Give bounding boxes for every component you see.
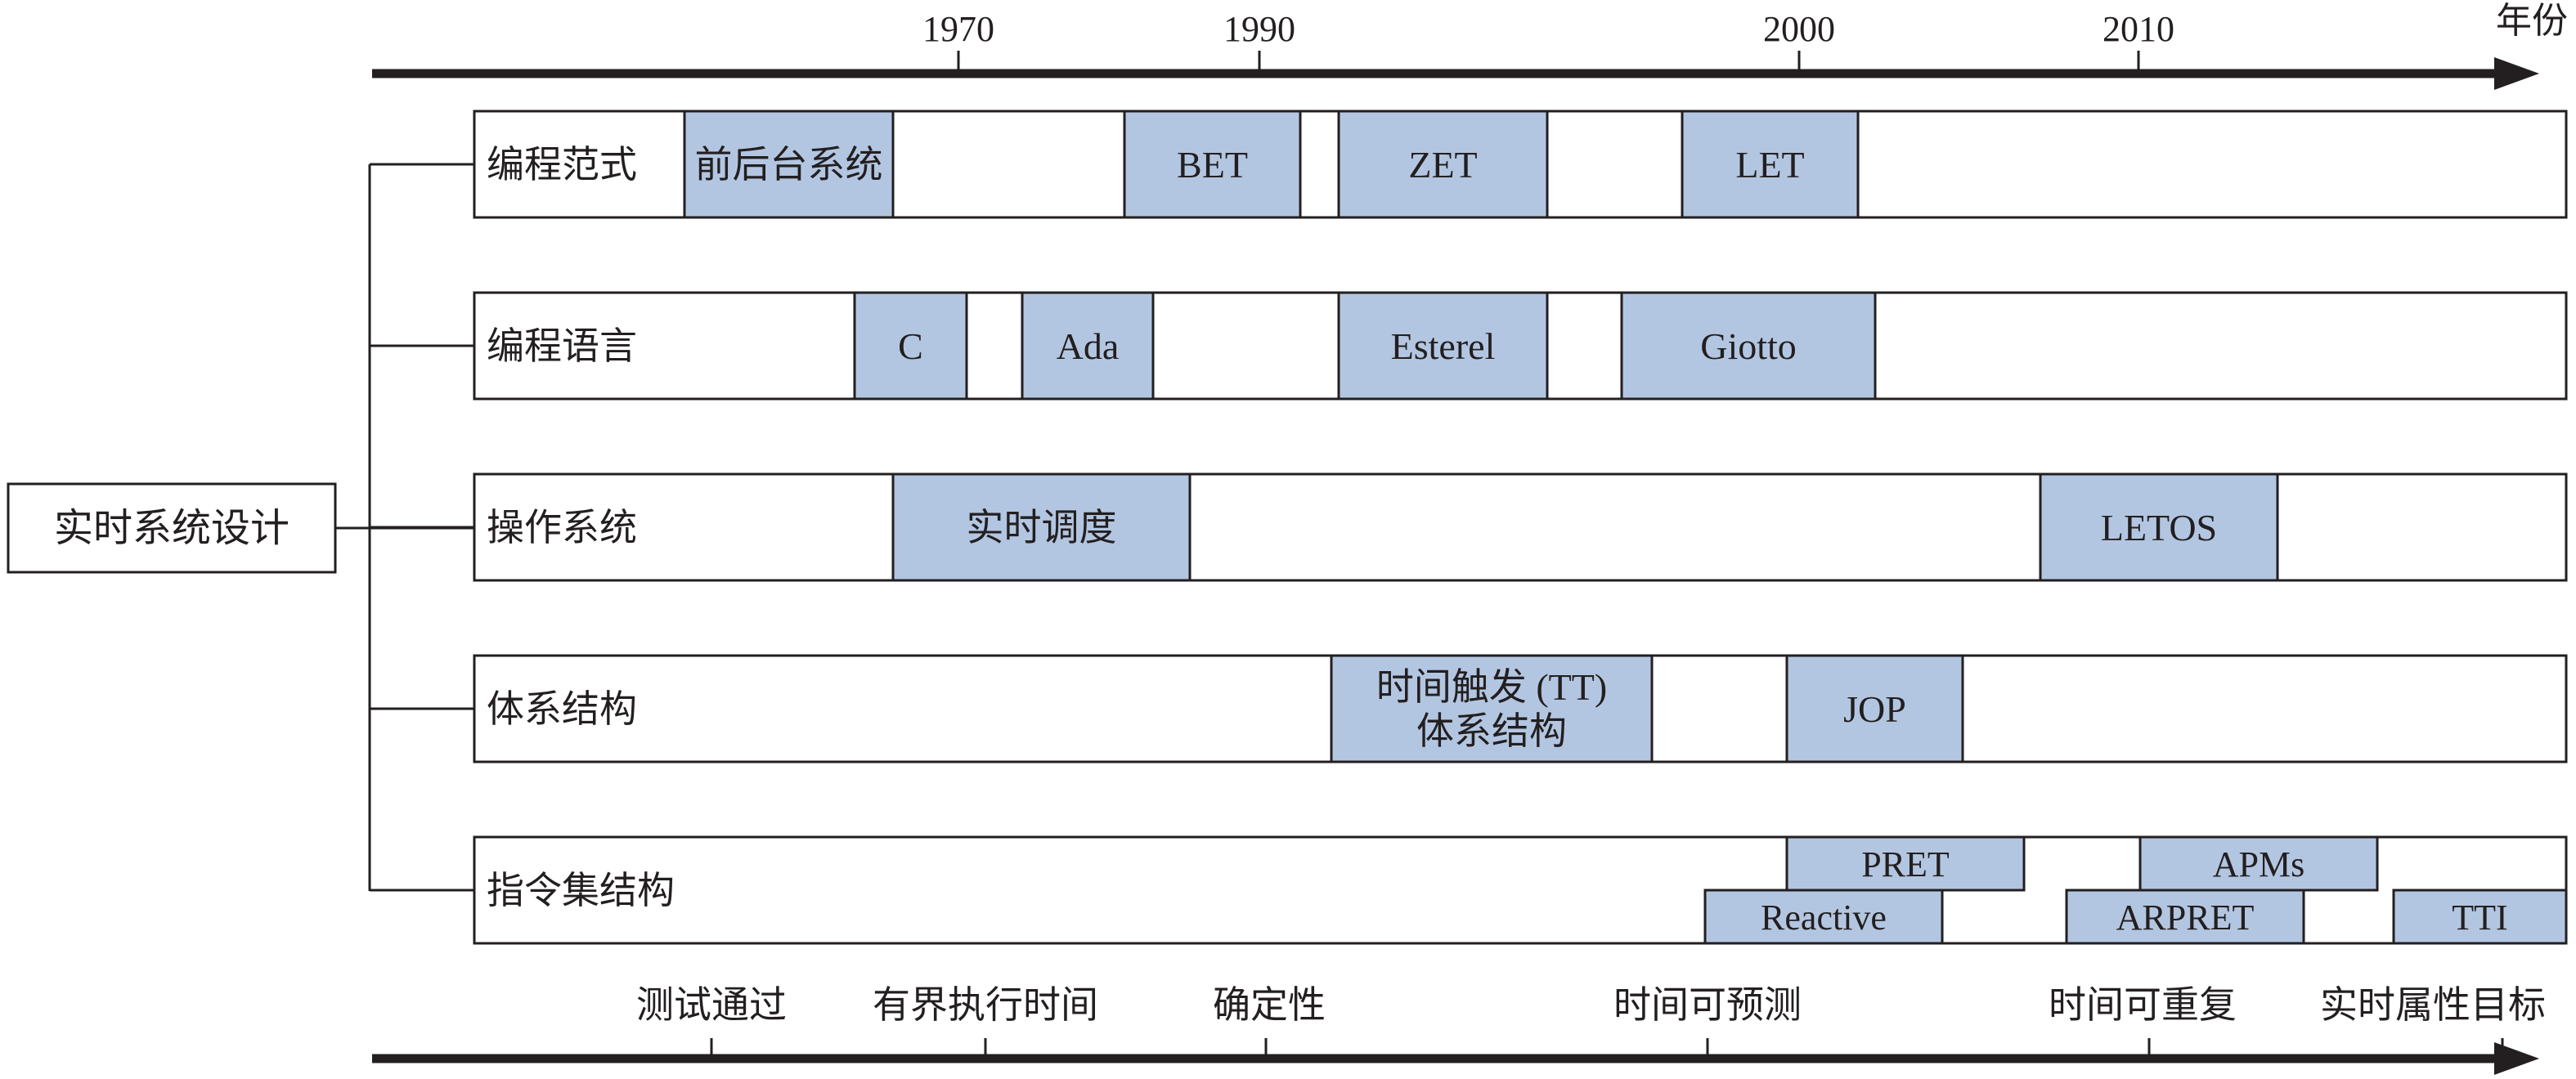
root-node-box [7, 482, 337, 574]
block-esterel: Esterel [1337, 291, 1549, 401]
year-axis-arrowhead [2494, 57, 2539, 90]
block-reactive: Reactive [1703, 889, 1944, 945]
tree-branches [370, 163, 474, 892]
year-tick-label: 1990 [1223, 9, 1295, 49]
goal-milestone-label: 时间可预测 [1613, 984, 1802, 1026]
goal-axis: 测试通过 有界执行时间 确定性 时间可预测 时间可重复 实时属性目标 [372, 984, 2546, 1075]
technology-block-box [891, 472, 1192, 582]
technology-block-label: BET [1177, 144, 1248, 186]
goal-ticks: 测试通过 有界执行时间 确定性 时间可预测 时间可重复 实时属性目标 [636, 984, 2546, 1059]
block-let: LET [1681, 110, 1860, 219]
year-axis: 年份 1970 1990 2000 2010 [372, 1, 2568, 90]
category-label: 指令集结构 [487, 870, 675, 911]
technology-block-label: ARPRET [2116, 898, 2255, 938]
category-label: 编程语言 [487, 325, 637, 367]
technology-block-label: Ada [1057, 325, 1120, 367]
technology-block-label: APMs [2213, 844, 2305, 884]
category-row-3: 操作系统 实时调度 LETOS [473, 472, 2568, 582]
category-label: 操作系统 [487, 507, 637, 548]
category-rows: 编程范式 前后台系统 BET ZET LET 编程语言 C Ada Esterel Giotto 操… [473, 110, 2568, 945]
technology-block-label: JOP [1843, 688, 1906, 730]
technology-block-box [2392, 889, 2568, 945]
category-label: 编程范式 [487, 144, 637, 186]
block-bet: BET [1123, 110, 1302, 219]
category-row-2: 编程语言 C Ada Esterel Giotto [473, 291, 2568, 401]
technology-block-box [853, 291, 968, 401]
technology-block-box [2065, 889, 2305, 945]
block-apms: APMs [2138, 835, 2379, 892]
technology-block-label: Giotto [1700, 325, 1797, 367]
year-ticks: 1970 1990 2000 2010 [922, 9, 2174, 74]
category-row-5: 指令集结构 PRET Reactive APMs ARPRET TTI [473, 835, 2568, 945]
category-row-1: 编程范式 前后台系统 BET ZET LET [473, 110, 2568, 219]
block-giotto: Giotto [1620, 291, 1877, 401]
block-jop: JOP [1785, 654, 1964, 763]
technology-block-box [2039, 472, 2279, 582]
technology-block-box [1703, 889, 1944, 945]
technology-block-box [1123, 110, 1302, 219]
technology-block-label: C [898, 325, 923, 367]
technology-block-box [1620, 291, 1877, 401]
block-c: C [853, 291, 968, 401]
year-tick-label: 2010 [2103, 9, 2174, 49]
goal-milestone-label: 实时属性目标 [2320, 984, 2546, 1026]
technology-block-label: Esterel [1391, 325, 1496, 367]
block-letos: LETOS [2039, 472, 2279, 582]
technology-block-label: LET [1735, 144, 1804, 186]
block-实时调度: 实时调度 [891, 472, 1192, 582]
technology-block-label: 时间触发 (TT) [1376, 666, 1607, 708]
goal-axis-arrowhead [2494, 1042, 2539, 1075]
technology-block-box [1681, 110, 1860, 219]
technology-block-label: 前后台系统 [695, 144, 883, 186]
block-zet: ZET [1337, 110, 1549, 219]
technology-block-box [1021, 291, 1155, 401]
block-ada: Ada [1021, 291, 1155, 401]
year-axis-unit-label: 年份 [2496, 1, 2568, 41]
goal-milestone-label: 确定性 [1213, 984, 1326, 1026]
root-node-label: 实时系统设计 [54, 507, 289, 550]
goal-milestone-label: 有界执行时间 [873, 984, 1098, 1026]
technology-block-label: TTI [2452, 898, 2507, 938]
technology-block-box [1337, 110, 1549, 219]
technology-block-box [1330, 654, 1654, 763]
year-tick-label: 1970 [922, 9, 994, 49]
technology-block-box [1785, 654, 1964, 763]
category-tree: 实时系统设计 [7, 163, 474, 892]
goal-milestone-label: 测试通过 [636, 984, 787, 1026]
year-tick-label: 2000 [1763, 9, 1835, 49]
technology-block-label: Reactive [1761, 898, 1887, 938]
block-前后台系统: 前后台系统 [683, 110, 895, 219]
technology-block-label: 体系结构 [1416, 710, 1567, 752]
technology-block-box [683, 110, 895, 219]
technology-block-label: PRET [1861, 844, 1950, 884]
technology-block-label: 实时调度 [967, 507, 1117, 548]
block-时间触发-tt-体系结构: 时间触发 (TT)体系结构 [1330, 654, 1654, 763]
block-pret: PRET [1785, 835, 2026, 892]
goal-milestone-label: 时间可重复 [2049, 984, 2237, 1026]
block-arpret: ARPRET [2065, 889, 2305, 945]
block-tti: TTI [2392, 889, 2568, 945]
technology-block-label: LETOS [2101, 507, 2217, 548]
technology-block-label: ZET [1408, 144, 1477, 186]
technology-block-box [1337, 291, 1549, 401]
technology-block-box [1785, 835, 2026, 892]
category-label: 体系结构 [487, 688, 637, 730]
